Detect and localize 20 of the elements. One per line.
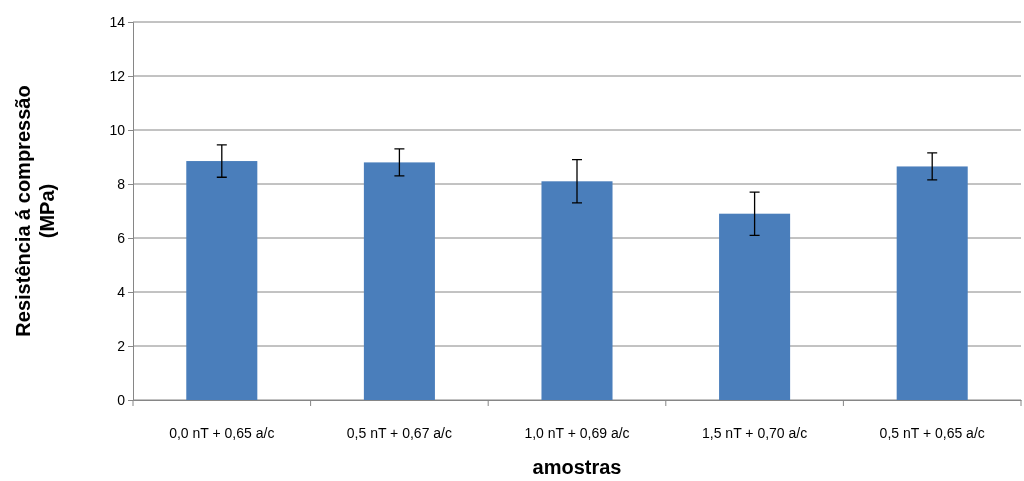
x-tick-label: 0,0 nT + 0,65 a/c [169,424,275,441]
y-tick-label: 10 [109,121,126,138]
y-tick-label: 14 [109,13,126,30]
x-tick-label: 0,5 nT + 0,65 a/c [879,424,985,441]
y-tick-label: 6 [117,229,126,246]
y-tick-label: 2 [117,337,126,354]
bar [541,181,613,400]
bar [896,166,968,400]
y-tick-label: 12 [109,67,126,84]
x-tick-label: 1,5 nT + 0,70 a/c [701,424,808,441]
bar [363,162,435,400]
x-tick-label: 0,5 nT + 0,67 a/c [346,424,453,441]
bar [719,213,791,400]
y-tick-label: 8 [117,175,126,192]
bar [186,161,258,400]
y-axis-title: Resistência á compressão (MPa) [12,85,58,337]
y-tick-label: 4 [117,283,126,300]
x-axis-title: amostras [532,456,622,478]
y-tick-label: 0 [117,391,126,408]
x-tick-label: 1,0 nT + 0,69 a/c [524,424,630,441]
